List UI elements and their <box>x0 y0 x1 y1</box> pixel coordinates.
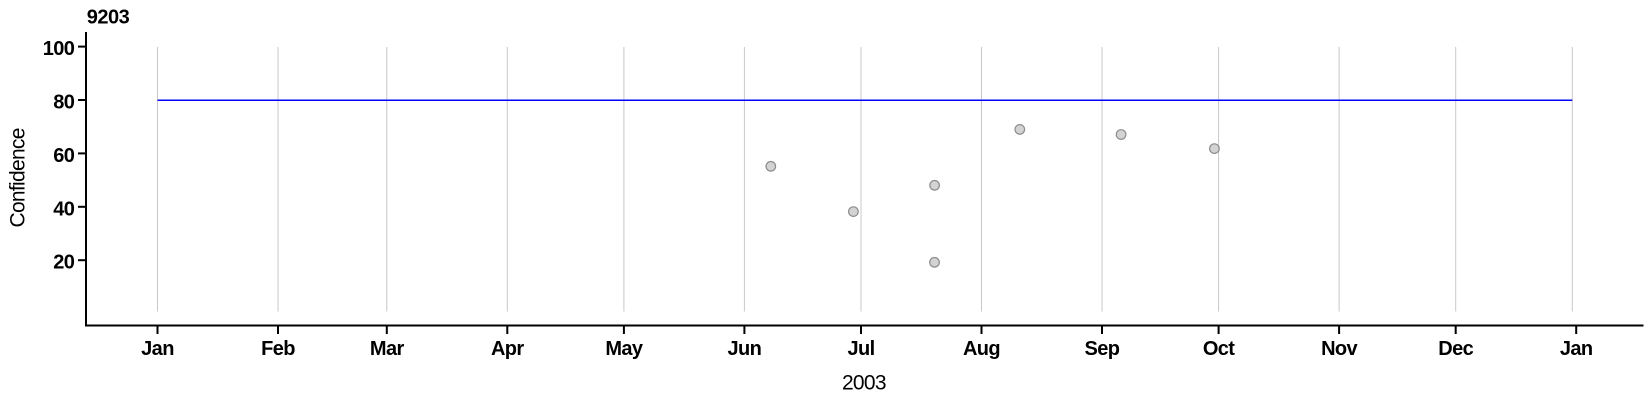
svg-text:Jun: Jun <box>728 338 762 360</box>
svg-text:Mar: Mar <box>370 338 405 360</box>
svg-text:Confidence: Confidence <box>6 128 29 227</box>
svg-text:Dec: Dec <box>1438 338 1473 360</box>
svg-text:60: 60 <box>53 145 75 167</box>
svg-text:Oct: Oct <box>1203 338 1235 360</box>
svg-text:2003: 2003 <box>842 372 886 395</box>
svg-text:Aug: Aug <box>963 338 1000 360</box>
svg-text:20: 20 <box>53 252 75 274</box>
svg-text:Jan: Jan <box>141 338 174 360</box>
svg-text:9203: 9203 <box>87 7 130 29</box>
svg-text:Feb: Feb <box>261 338 295 360</box>
svg-text:Nov: Nov <box>1321 338 1358 360</box>
svg-text:May: May <box>605 338 644 360</box>
svg-text:100: 100 <box>43 38 75 60</box>
svg-text:Jan: Jan <box>1560 338 1593 360</box>
svg-text:Sep: Sep <box>1085 338 1120 360</box>
svg-text:80: 80 <box>53 92 75 114</box>
svg-text:Jul: Jul <box>847 338 874 360</box>
svg-text:Apr: Apr <box>491 338 524 360</box>
svg-text:40: 40 <box>53 198 75 220</box>
